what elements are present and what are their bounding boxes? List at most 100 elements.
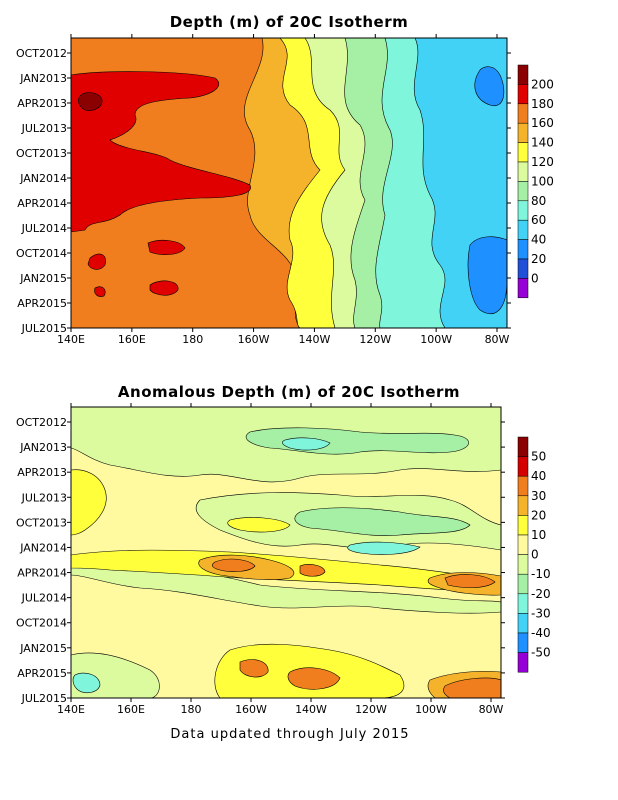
x-tick-label-anomaly: 80W	[479, 703, 504, 716]
y-tick-label-depth: JUL2014	[21, 222, 67, 235]
colorbar-swatch-anomaly	[517, 613, 529, 634]
chart-anomaly: Anomalous Depth (m) of 20C Isotherm	[16, 383, 551, 716]
colorbar-label-anomaly: -30	[531, 606, 551, 620]
y-tick-label-depth: APR2015	[17, 297, 67, 310]
colorbar-label-depth: 200	[531, 77, 554, 91]
anomaly-field-neg20-b	[294, 507, 471, 536]
colorbar-swatch-depth	[517, 103, 529, 124]
anomaly-field-pos10-c	[227, 517, 291, 533]
x-tick-label-anomaly: 160W	[235, 703, 267, 716]
colorbar-swatch-anomaly	[517, 554, 529, 575]
depth-field-180d	[149, 280, 179, 296]
y-tick-label-depth: APR2013	[17, 97, 67, 110]
plot-frame-anomaly	[70, 406, 502, 699]
y-tick-label-anomaly: JAN2014	[19, 541, 67, 554]
colorbar-swatch-depth	[517, 122, 529, 143]
colorbar-label-depth: 0	[531, 271, 539, 285]
x-tick-label-depth: 80W	[485, 333, 510, 346]
colorbar-swatch-anomaly	[517, 456, 529, 477]
x-axis-anomaly: 140E 160E 180 160W 140W 120W 100W 80W	[57, 403, 504, 716]
y-axis-depth: OCT2012 JAN2013 APR2013 JUL2013 OCT2013 JAN20…	[16, 47, 511, 335]
x-tick-label-depth: 180	[182, 333, 203, 346]
colorbar-label-depth: 80	[531, 194, 546, 208]
anomaly-field-pos30-a	[211, 558, 256, 572]
colorbar-label-anomaly: 10	[531, 528, 546, 542]
y-tick-label-depth: JAN2015	[19, 272, 67, 285]
y-tick-label-depth: APR2014	[17, 197, 67, 210]
colorbar-label-depth: 100	[531, 174, 554, 188]
colorbar-swatch-depth	[517, 239, 529, 260]
chart-title-depth: Depth (m) of 20C Isotherm	[170, 13, 409, 31]
depth-field-180b	[147, 239, 186, 255]
colorbar-label-depth: 140	[531, 136, 554, 150]
y-axis-anomaly: OCT2012 JAN2013 APR2013 JUL2013 OCT2013 JAN20…	[16, 416, 505, 705]
colorbar-swatch-depth	[517, 161, 529, 182]
x-tick-label-depth: 120W	[359, 333, 391, 346]
depth-field-20	[474, 66, 505, 107]
colorbar-swatch-anomaly	[517, 652, 529, 673]
colorbar-swatch-anomaly	[517, 495, 529, 516]
colorbar-label-anomaly: 20	[531, 508, 546, 522]
colorbar-swatch-depth	[517, 64, 529, 85]
x-tick-label-anomaly: 100W	[415, 703, 447, 716]
depth-field-180e	[94, 286, 106, 297]
colorbar-label-anomaly: 50	[531, 450, 546, 464]
y-tick-label-depth: JAN2013	[19, 72, 67, 85]
footer-note: Data updated through July 2015	[170, 727, 409, 742]
y-tick-label-anomaly: APR2013	[17, 466, 67, 479]
y-tick-label-depth: OCT2013	[16, 147, 67, 160]
colorbar-swatch-depth	[517, 84, 529, 105]
colorbar-label-depth: 120	[531, 155, 554, 169]
y-tick-label-depth: JUL2015	[21, 322, 67, 335]
y-tick-label-anomaly: JUL2015	[21, 692, 67, 705]
colorbar-swatch-anomaly	[517, 475, 529, 497]
chart-title-anomaly: Anomalous Depth (m) of 20C Isotherm	[118, 383, 460, 401]
depth-field-20b	[467, 236, 507, 315]
colorbar-swatch-depth	[517, 200, 529, 221]
colorbar-label-anomaly: -20	[531, 587, 551, 601]
colorbar-label-anomaly: -10	[531, 567, 551, 581]
anomaly-field-neg30-b	[347, 541, 421, 555]
colorbar-swatch-depth	[517, 258, 529, 279]
y-tick-label-anomaly: JAN2013	[19, 441, 67, 454]
x-tick-label-depth: 160W	[238, 333, 270, 346]
y-tick-label-anomaly: OCT2013	[16, 516, 67, 529]
x-tick-label-depth: 100W	[420, 333, 452, 346]
plot-area-anomaly	[71, 407, 501, 698]
depth-field-180	[71, 71, 251, 233]
anomaly-field-pos10-a	[71, 469, 107, 536]
anomaly-field-pos30-c	[444, 574, 496, 588]
colorbar-label-anomaly: 40	[531, 469, 546, 483]
colorbar-swatch-anomaly	[517, 515, 529, 536]
anomaly-field-pos30-f	[443, 677, 501, 698]
y-tick-label-anomaly: OCT2012	[16, 416, 67, 429]
chart-depth: Depth (m) of 20C Isotherm 140E 160E 180 160…	[16, 13, 554, 346]
colorbar-label-depth: 180	[531, 97, 554, 111]
x-tick-label-depth: 140E	[57, 333, 85, 346]
colorbar-label-depth: 60	[531, 213, 546, 227]
depth-field-180c	[87, 253, 106, 270]
anomaly-field-neg30-c	[72, 672, 101, 694]
anomaly-field-pos30-e	[287, 667, 341, 690]
colorbar-swatch-anomaly	[517, 436, 529, 457]
x-tick-label-anomaly: 160E	[117, 703, 145, 716]
colorbar-label-anomaly: 30	[531, 489, 546, 503]
plot-frame-depth	[70, 37, 508, 329]
y-tick-label-depth: OCT2014	[16, 247, 67, 260]
colorbar-label-anomaly: 0	[531, 548, 539, 562]
y-tick-label-depth: JAN2014	[19, 172, 67, 185]
colorbar-label-depth: 40	[531, 233, 546, 247]
colorbar-label-anomaly: -40	[531, 626, 551, 640]
y-tick-label-depth: OCT2012	[16, 47, 67, 60]
colorbar-swatch-depth	[517, 142, 529, 163]
y-tick-label-anomaly: JUL2013	[21, 491, 67, 504]
y-tick-label-anomaly: APR2014	[17, 567, 67, 580]
x-tick-label-anomaly: 140W	[295, 703, 327, 716]
colorbar-label-anomaly: -50	[531, 646, 551, 660]
colorbar-swatch-anomaly	[517, 632, 529, 653]
y-tick-label-anomaly: JUL2014	[21, 592, 67, 605]
y-tick-label-anomaly: OCT2014	[16, 617, 67, 630]
colorbar-anomaly: 50 40 30 20 10 0 -10 -20 -30 -40 -50	[517, 436, 551, 673]
